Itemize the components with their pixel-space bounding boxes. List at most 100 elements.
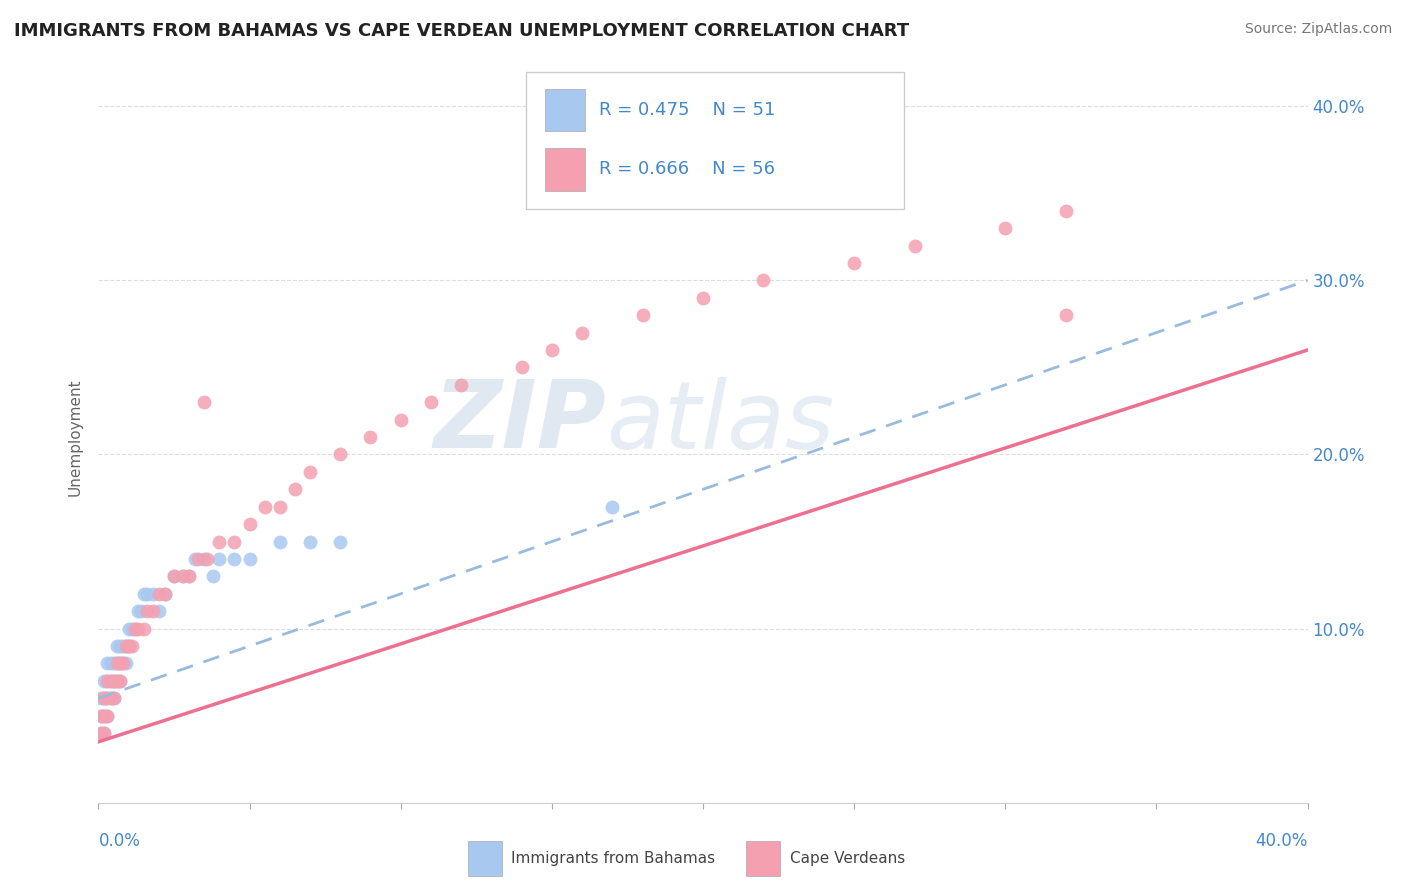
Point	[172, 569, 194, 583]
Point	[187, 552, 209, 566]
Point	[103, 691, 125, 706]
Point	[389, 412, 412, 426]
Bar	[747, 841, 780, 876]
Point	[450, 377, 472, 392]
Point	[224, 534, 246, 549]
Point	[129, 604, 152, 618]
Point	[105, 657, 128, 671]
Point	[105, 639, 128, 653]
Text: ZIP: ZIP	[433, 376, 606, 468]
Bar	[468, 841, 502, 876]
Point	[153, 587, 176, 601]
Point	[692, 291, 714, 305]
Text: Immigrants from Bahamas: Immigrants from Bahamas	[512, 851, 716, 866]
Point	[135, 587, 157, 601]
Point	[103, 673, 125, 688]
Point	[108, 657, 131, 671]
Point	[163, 569, 186, 583]
Y-axis label: Unemployment: Unemployment	[67, 378, 83, 496]
Point	[90, 726, 112, 740]
Point	[135, 604, 157, 618]
Point	[124, 622, 146, 636]
Text: IMMIGRANTS FROM BAHAMAS VS CAPE VERDEAN UNEMPLOYMENT CORRELATION CHART: IMMIGRANTS FROM BAHAMAS VS CAPE VERDEAN …	[14, 22, 910, 40]
Text: 40.0%: 40.0%	[1256, 832, 1308, 850]
Point	[103, 691, 125, 706]
Point	[105, 673, 128, 688]
Point	[93, 708, 115, 723]
Point	[299, 465, 322, 479]
Point	[269, 500, 291, 514]
Point	[90, 691, 112, 706]
Text: Source: ZipAtlas.com: Source: ZipAtlas.com	[1244, 22, 1392, 37]
Point	[269, 534, 291, 549]
Point	[172, 569, 194, 583]
Point	[284, 483, 307, 497]
Point	[239, 517, 262, 532]
Point	[105, 673, 128, 688]
Point	[193, 395, 215, 409]
Point	[195, 552, 218, 566]
Point	[96, 691, 118, 706]
Point	[118, 639, 141, 653]
Point	[208, 552, 231, 566]
Point	[121, 622, 143, 636]
Point	[752, 273, 775, 287]
Point	[360, 430, 382, 444]
Point	[179, 569, 201, 583]
Point	[96, 708, 118, 723]
Point	[118, 639, 141, 653]
Text: atlas: atlas	[606, 377, 835, 468]
Point	[239, 552, 262, 566]
Point	[90, 726, 112, 740]
Point	[111, 657, 134, 671]
Point	[153, 587, 176, 601]
Point	[100, 673, 122, 688]
Point	[127, 604, 149, 618]
Point	[329, 448, 352, 462]
Point	[108, 673, 131, 688]
Point	[118, 622, 141, 636]
Point	[904, 238, 927, 252]
Point	[420, 395, 443, 409]
Point	[93, 691, 115, 706]
Text: 0.0%: 0.0%	[98, 832, 141, 850]
Point	[103, 657, 125, 671]
Point	[114, 639, 136, 653]
Point	[96, 691, 118, 706]
Point	[121, 639, 143, 653]
Point	[571, 326, 593, 340]
Point	[90, 708, 112, 723]
Point	[540, 343, 562, 357]
Point	[124, 622, 146, 636]
Point	[108, 673, 131, 688]
Point	[105, 657, 128, 671]
Point	[142, 587, 165, 601]
Point	[224, 552, 246, 566]
Point	[93, 726, 115, 740]
Point	[93, 691, 115, 706]
Point	[100, 691, 122, 706]
Point	[111, 657, 134, 671]
Point	[148, 587, 170, 601]
Point	[100, 673, 122, 688]
Point	[994, 221, 1017, 235]
Point	[93, 726, 115, 740]
Point	[108, 657, 131, 671]
Point	[510, 360, 533, 375]
Point	[93, 708, 115, 723]
Point	[208, 534, 231, 549]
Point	[103, 673, 125, 688]
Point	[114, 639, 136, 653]
Point	[202, 569, 225, 583]
Point	[148, 604, 170, 618]
Point	[96, 673, 118, 688]
Point	[299, 534, 322, 549]
Point	[602, 500, 624, 514]
Point	[111, 639, 134, 653]
Point	[132, 587, 155, 601]
Point	[631, 308, 654, 322]
Point	[132, 622, 155, 636]
Point	[329, 534, 352, 549]
Point	[96, 708, 118, 723]
Point	[114, 657, 136, 671]
